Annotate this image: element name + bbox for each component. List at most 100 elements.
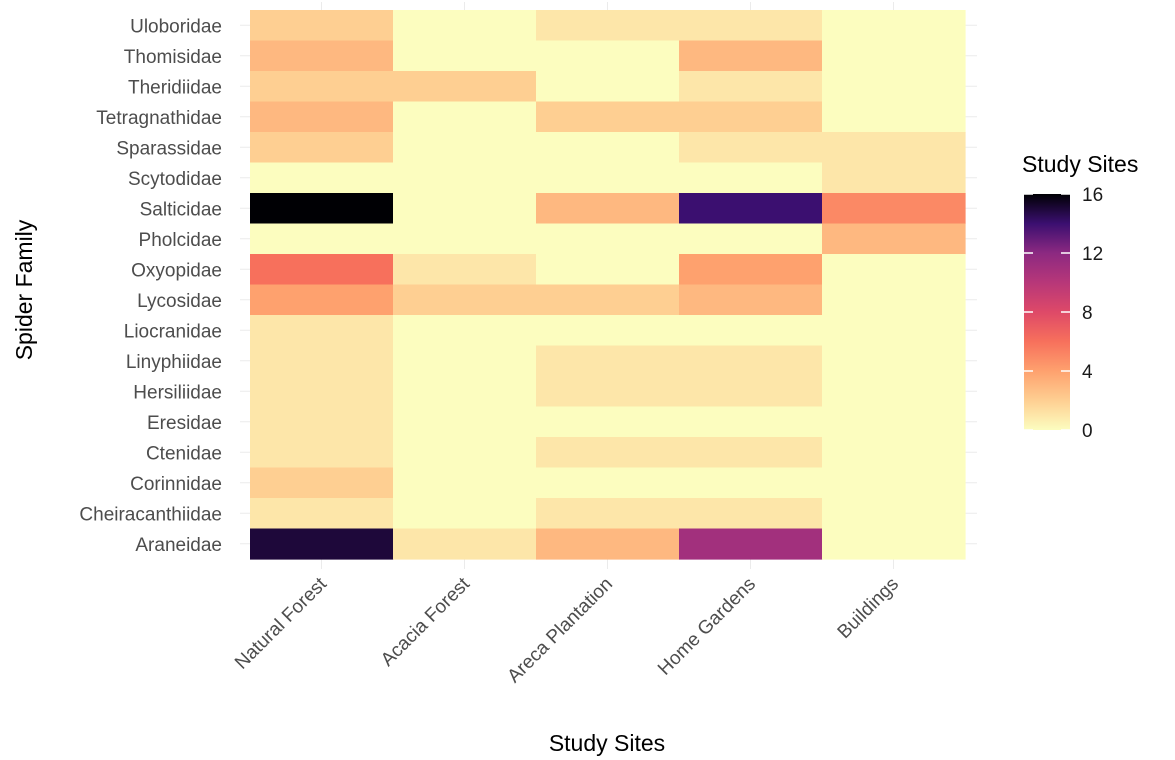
legend: Study Sites 0 4 8 12 16: [1022, 151, 1138, 442]
heatmap-cell: [536, 437, 680, 469]
heatmap-cell: [393, 40, 537, 72]
heatmap-cell: [536, 162, 680, 194]
x-tick-label: Areca Plantation: [504, 574, 617, 687]
legend-title: Study Sites: [1022, 151, 1138, 177]
heatmap-cell: [393, 10, 537, 42]
heatmap-cell: [393, 284, 537, 316]
heatmap-cell: [679, 315, 823, 347]
heatmap-cell: [250, 345, 394, 377]
y-tick-label: Liocranidae: [124, 321, 222, 342]
heatmap-cell: [679, 223, 823, 255]
heatmap-cell: [250, 40, 394, 72]
heatmap-cell: [822, 528, 966, 560]
heatmap-cell: [393, 132, 537, 164]
y-tick-label: Hersiliidae: [133, 382, 222, 403]
x-tick-labels: Natural Forest Acacia Forest Areca Plantat…: [231, 573, 903, 687]
heatmap-cell: [393, 223, 537, 255]
heatmap-cell: [250, 498, 394, 530]
heatmap-cell: [536, 345, 680, 377]
heatmap-cell: [250, 284, 394, 316]
heatmap-cell: [393, 254, 537, 286]
heatmap-cell: [822, 467, 966, 499]
heatmap-cell: [393, 101, 537, 133]
heatmap-cell: [679, 406, 823, 438]
heatmap-cell: [250, 467, 394, 499]
heatmap-cell: [536, 376, 680, 408]
y-tick-label: Ctenidae: [146, 443, 222, 464]
heatmap-cell: [393, 193, 537, 225]
heatmap-cell: [393, 315, 537, 347]
legend-tick-label: 0: [1082, 421, 1093, 442]
heatmap-cell: [536, 193, 680, 225]
heatmap-cell: [250, 528, 394, 560]
heatmap-cell: [250, 376, 394, 408]
y-tick-label: Salticidae: [140, 199, 222, 220]
heatmap-cell: [536, 406, 680, 438]
y-tick-label: Tetragnathidae: [96, 108, 222, 129]
heatmap-cell: [679, 132, 823, 164]
y-tick-label: Oxyopidae: [131, 260, 222, 281]
heatmap-cell: [679, 193, 823, 225]
y-axis-title: Spider Family: [11, 219, 37, 360]
heatmap-cell: [250, 223, 394, 255]
heatmap-cell: [679, 40, 823, 72]
heatmap-cell: [536, 71, 680, 103]
y-tick-label: Cheiracanthiidae: [79, 504, 222, 525]
x-tick-label: Acacia Forest: [377, 573, 474, 670]
heatmap-cell: [679, 498, 823, 530]
legend-tick-label: 12: [1082, 244, 1103, 265]
heatmap-cell: [822, 132, 966, 164]
heatmap-cell: [393, 467, 537, 499]
heatmap-cell: [822, 406, 966, 438]
heatmap-cell: [679, 467, 823, 499]
heatmap-cell: [822, 315, 966, 347]
heatmap-cell: [679, 345, 823, 377]
heatmap-cell: [822, 437, 966, 469]
heatmap-cell: [536, 10, 680, 42]
heatmap-cell: [536, 315, 680, 347]
heatmap-cell: [250, 254, 394, 286]
heatmap-cell: [536, 254, 680, 286]
heatmap-cell: [822, 498, 966, 530]
heatmap-cell: [536, 132, 680, 164]
heatmap-cell: [536, 223, 680, 255]
heatmap-cell: [679, 437, 823, 469]
heatmap-cell: [250, 10, 394, 42]
y-tick-label: Scytodidae: [128, 169, 222, 190]
heatmap-cell: [250, 71, 394, 103]
heatmap-cell: [393, 406, 537, 438]
heatmap-cell: [250, 101, 394, 133]
heatmap-cell: [393, 345, 537, 377]
heatmap-cell: [822, 223, 966, 255]
heatmap-cell: [393, 376, 537, 408]
y-tick-label: Linyphiidae: [126, 352, 222, 373]
y-tick-label: Uloboridae: [130, 16, 222, 37]
x-tick-label: Home Gardens: [654, 574, 760, 680]
heatmap-cell: [679, 162, 823, 194]
heatmap-cell: [393, 528, 537, 560]
y-tick-label: Lycosidae: [137, 291, 222, 312]
x-tick-label: Natural Forest: [231, 573, 331, 673]
heatmap-cell: [250, 193, 394, 225]
y-tick-label: Sparassidae: [116, 138, 222, 159]
heatmap-cell: [679, 528, 823, 560]
heatmap-cell: [250, 132, 394, 164]
heatmap-cell: [536, 40, 680, 72]
legend-tick-label: 8: [1082, 303, 1093, 324]
heatmap-cell: [250, 437, 394, 469]
y-tick-label: Araneidae: [135, 535, 222, 556]
heatmap-cell: [822, 10, 966, 42]
heatmap-cell: [393, 498, 537, 530]
heatmap-cell: [679, 101, 823, 133]
heatmap-cell: [679, 254, 823, 286]
heatmap-cell: [822, 345, 966, 377]
heatmap-cell: [679, 376, 823, 408]
y-tick-label: Pholcidae: [139, 230, 222, 251]
x-axis-title: Study Sites: [549, 730, 665, 756]
heatmap-cell: [822, 71, 966, 103]
heatmap-cells: [250, 10, 966, 560]
heatmap-cell: [679, 284, 823, 316]
heatmap-cell: [822, 40, 966, 72]
heatmap-cell: [822, 284, 966, 316]
